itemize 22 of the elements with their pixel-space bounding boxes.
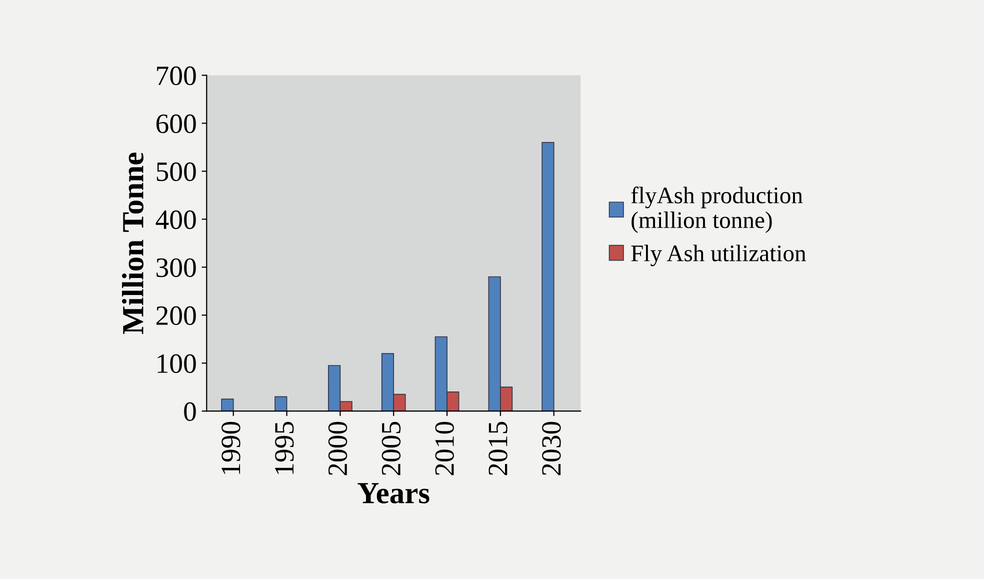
legend-label: Fly Ash utilization bbox=[631, 244, 806, 266]
y-tick-label: 600 bbox=[156, 114, 196, 134]
x-axis-title: Years bbox=[358, 483, 430, 504]
y-axis-title: Million Tonne bbox=[122, 152, 144, 334]
x-tick-label: 2000 bbox=[328, 422, 348, 476]
x-tick-label: 1990 bbox=[222, 422, 240, 474]
x-tick-label: 2010 bbox=[435, 422, 454, 476]
y-tick-label: 400 bbox=[156, 210, 196, 230]
x-tick-label: 2005 bbox=[382, 422, 401, 476]
y-tick-label: 300 bbox=[156, 258, 196, 278]
x-tick-label: 2015 bbox=[488, 422, 508, 476]
y-tick-label: 700 bbox=[157, 66, 196, 86]
y-tick-label: 0 bbox=[184, 402, 196, 421]
y-tick-label: 200 bbox=[156, 306, 196, 326]
x-tick-label: 1995 bbox=[275, 422, 294, 474]
x-tick-label: 2030 bbox=[542, 422, 561, 476]
y-tick-label: 100 bbox=[158, 354, 196, 374]
y-tick-label: 500 bbox=[156, 162, 196, 182]
bar bbox=[542, 142, 554, 412]
legend-label: flyAsh production (million tonne) bbox=[631, 186, 803, 233]
bar bbox=[221, 398, 234, 412]
bar bbox=[274, 396, 288, 412]
